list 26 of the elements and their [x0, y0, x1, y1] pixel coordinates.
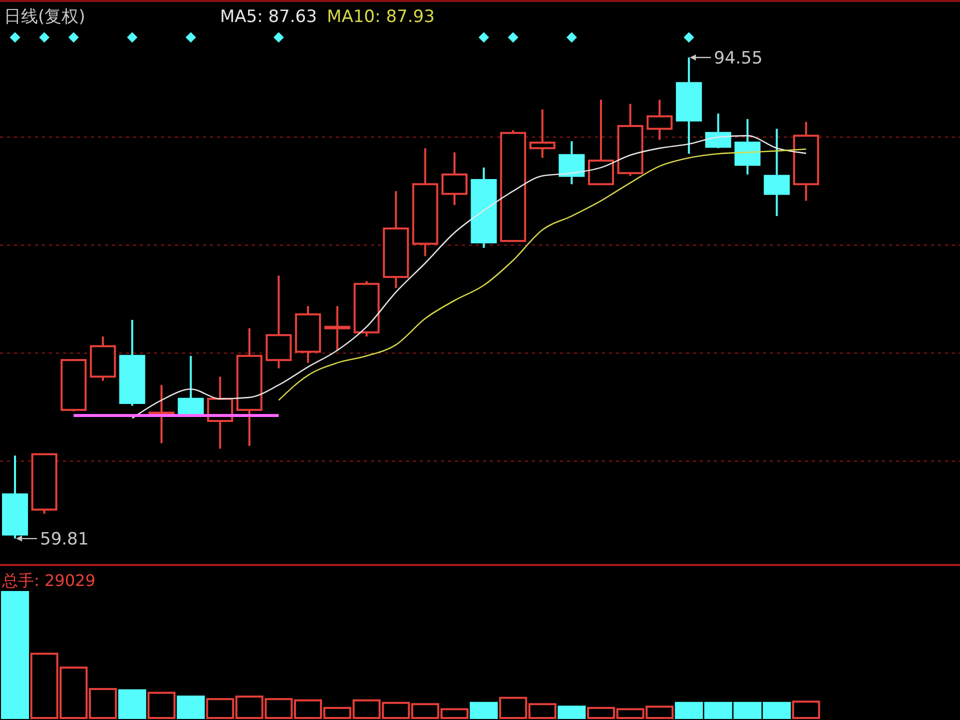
candlestick [382, 190, 409, 290]
candlestick [764, 128, 790, 218]
candlestick [646, 98, 673, 141]
candlestick [529, 108, 556, 159]
bar [470, 702, 498, 719]
bar [118, 689, 146, 719]
text: MA5: 87.63 [220, 7, 317, 27]
chart-title: 总手: 29029 [1, 571, 96, 590]
candlestick [236, 327, 262, 447]
bar [1, 591, 29, 719]
candlestick [793, 120, 820, 202]
candlestick [266, 274, 292, 370]
annotation: 94.55 [714, 48, 763, 68]
candlestick [295, 305, 321, 364]
bar [792, 700, 820, 719]
candlestick [734, 118, 760, 176]
candlestick [412, 147, 438, 258]
candlestick [442, 151, 468, 206]
text: MA10: 87.93 [326, 7, 435, 27]
bar [558, 706, 586, 719]
candlestick [324, 305, 350, 352]
bar [176, 696, 205, 719]
chart-title: 日线(复权) [4, 7, 86, 27]
bar [148, 692, 176, 719]
annotation: 59.81 [40, 530, 89, 550]
candlestick [676, 56, 702, 155]
